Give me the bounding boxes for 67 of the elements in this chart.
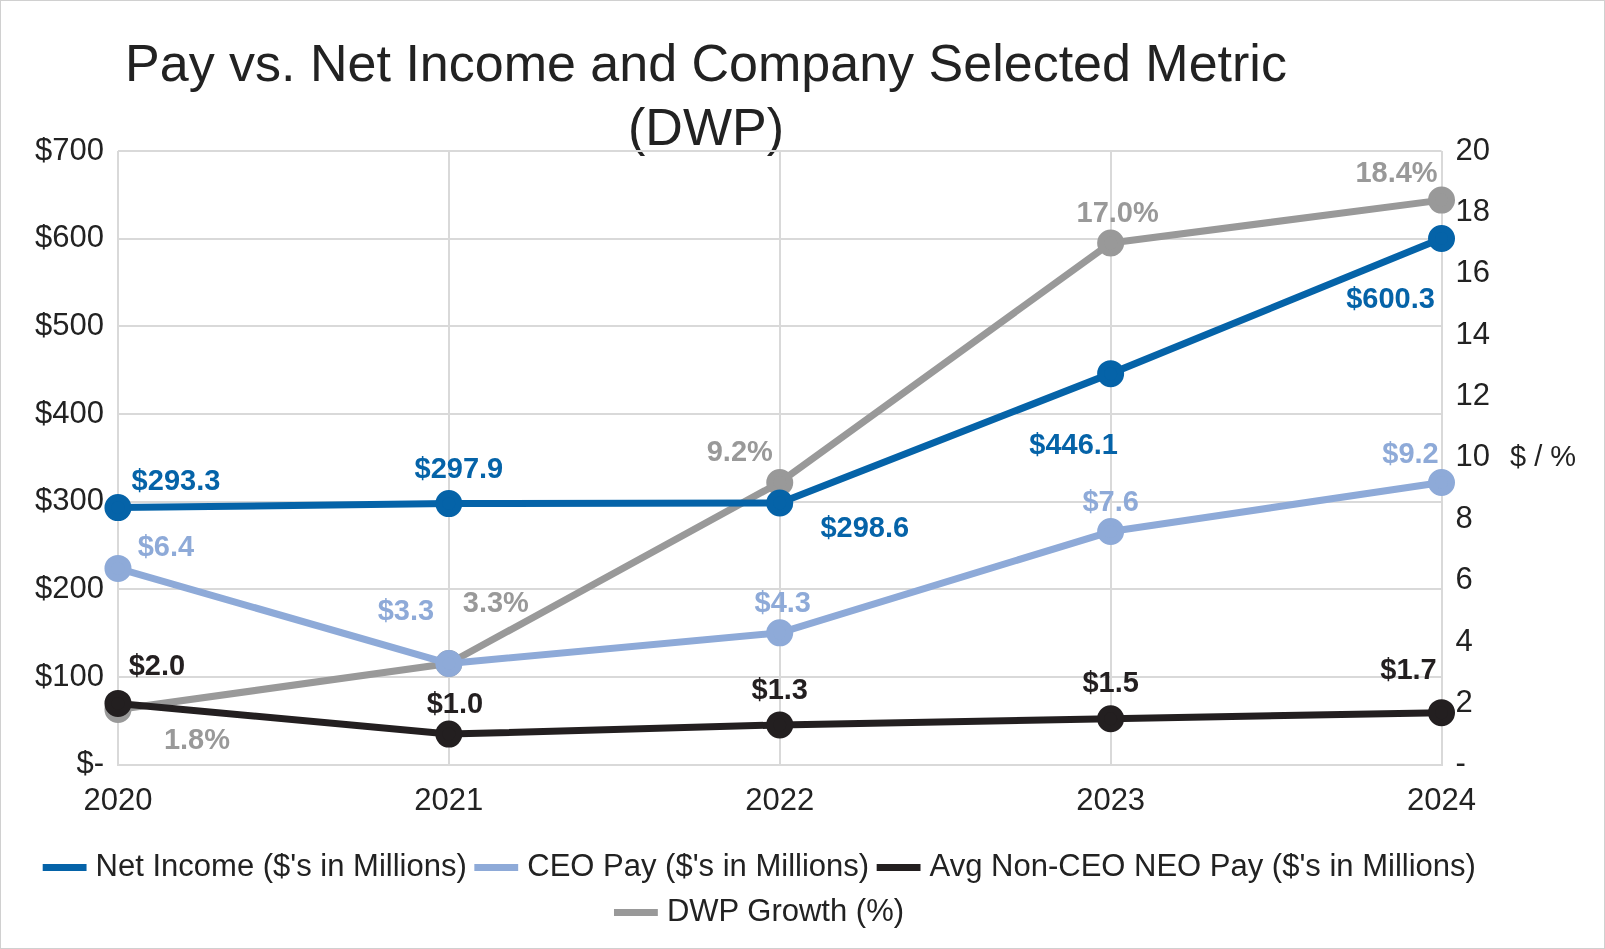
data-label: $293.3 [131,463,221,496]
data-label: 18.4% [1355,156,1438,189]
data-label: $1.3 [751,672,808,705]
data-label: $446.1 [1029,427,1118,460]
point [1428,699,1456,727]
point [1097,705,1125,733]
data-label: $298.6 [820,510,910,543]
y2-tick-label: - [1455,745,1466,781]
data-label: $7.6 [1082,484,1139,517]
data-label: 1.8% [163,722,231,755]
data-label: 3.3% [462,585,530,618]
y-tick-label: $600 [34,219,104,255]
y2-tick-label: 14 [1455,315,1490,351]
y2-tick-label: 4 [1455,622,1473,658]
chart-title: Pay vs. Net Income and Company Selected Metric (DWP) [125,34,1287,156]
y-tick-label: $200 [34,569,104,605]
data-label: $1.5 [1082,665,1139,698]
legend-label: DWP Growth (%) [666,893,905,929]
y-tick-label: $300 [34,482,104,518]
legend-label: CEO Pay ($'s in Millions) [527,848,870,884]
y2-axis-title: $ / % [1510,439,1577,472]
point [435,490,463,518]
x-tick-label: 2024 [1407,781,1476,817]
legend-label: Avg Non-CEO NEO Pay ($'s in Millions) [929,848,1476,884]
data-label: $1.7 [1380,652,1437,685]
x-tick-label: 2021 [414,781,484,817]
point [104,494,132,522]
point [1097,518,1125,546]
point [104,554,132,582]
x-tick-label: 2023 [1076,781,1146,817]
y-tick-label: $500 [34,306,104,342]
point [1097,360,1125,388]
x-tick-label: 2020 [83,781,153,817]
y-tick-label: $400 [34,394,104,430]
data-label: $9.2 [1382,437,1439,470]
x-tick-label: 2022 [745,781,815,817]
y2-tick-label: 8 [1455,499,1473,535]
data-label: $2.0 [128,649,186,682]
y-tick-label: $- [76,745,104,781]
point [1428,186,1456,214]
y2-tick-label: 2 [1455,683,1473,719]
legend-label: Net Income ($'s in Millions) [95,848,467,884]
data-label: $4.3 [754,585,811,618]
point [766,619,794,647]
point [435,720,463,748]
data-label: 17.0% [1076,196,1159,229]
point [1097,229,1125,257]
point [766,711,794,739]
data-label: 9.2% [706,435,773,468]
y2-tick-label: 12 [1455,377,1490,413]
point [766,468,794,496]
point [104,689,132,717]
data-label: $297.9 [414,451,504,484]
data-label: $1.0 [426,687,484,720]
y2-tick-label: 18 [1455,192,1490,228]
data-label: $6.4 [137,530,195,563]
y2-tick-label: 20 [1455,131,1490,167]
y-tick-label: $700 [34,131,104,167]
point [766,489,794,517]
data-label: $3.3 [377,593,435,626]
point [1428,224,1456,252]
point [1428,468,1456,496]
y-tick-label: $100 [34,657,104,693]
y2-tick-label: 16 [1455,254,1490,290]
y2-tick-label: 10 [1455,438,1490,474]
data-label: $600.3 [1346,282,1435,315]
y2-tick-label: 6 [1455,561,1473,597]
